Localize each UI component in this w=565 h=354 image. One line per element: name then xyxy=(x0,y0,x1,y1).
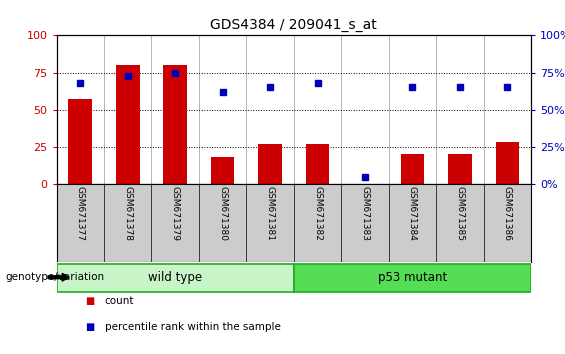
Bar xyxy=(448,154,472,184)
Text: wild type: wild type xyxy=(148,271,202,284)
Title: GDS4384 / 209041_s_at: GDS4384 / 209041_s_at xyxy=(210,18,377,32)
Text: GSM671383: GSM671383 xyxy=(360,187,370,241)
Text: GSM671382: GSM671382 xyxy=(313,187,322,241)
Text: GSM671386: GSM671386 xyxy=(503,187,512,241)
Bar xyxy=(401,154,424,184)
Text: GSM671385: GSM671385 xyxy=(455,187,464,241)
Bar xyxy=(211,157,234,184)
Text: GSM671379: GSM671379 xyxy=(171,187,180,241)
Text: genotype/variation: genotype/variation xyxy=(6,272,105,282)
Text: percentile rank within the sample: percentile rank within the sample xyxy=(105,322,280,332)
Text: ■: ■ xyxy=(85,296,94,306)
Text: count: count xyxy=(105,296,134,306)
Bar xyxy=(306,144,329,184)
Text: GSM671378: GSM671378 xyxy=(123,187,132,241)
Bar xyxy=(56,263,294,292)
Text: GSM671377: GSM671377 xyxy=(76,187,85,241)
Text: p53 mutant: p53 mutant xyxy=(378,271,447,284)
Bar xyxy=(258,144,282,184)
Text: GSM671381: GSM671381 xyxy=(266,187,275,241)
Bar xyxy=(294,263,531,292)
Bar xyxy=(163,65,187,184)
Text: GSM671384: GSM671384 xyxy=(408,187,417,241)
Text: ■: ■ xyxy=(85,322,94,332)
Text: GSM671380: GSM671380 xyxy=(218,187,227,241)
Bar xyxy=(68,99,92,184)
Bar xyxy=(496,142,519,184)
Bar xyxy=(116,65,140,184)
